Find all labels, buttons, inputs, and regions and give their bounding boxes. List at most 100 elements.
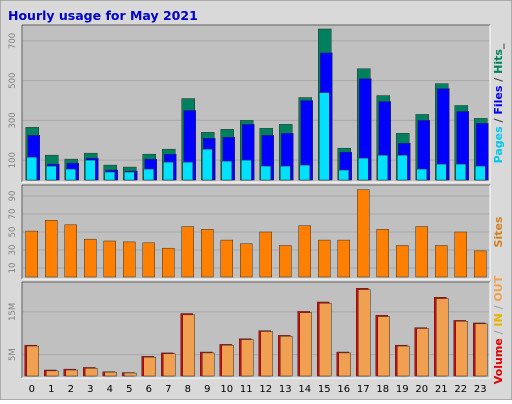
sites-bar xyxy=(298,225,311,278)
y-tick-label: 90 xyxy=(8,191,18,202)
pages-bar xyxy=(260,165,271,181)
pages-bar xyxy=(455,163,466,181)
x-tick-label: 19 xyxy=(396,384,409,395)
x-axis: 0 1 2 3 4 5 6 7 8 9 10 11 12 13 14 15 16 17 18 19 20 21 22 23 xyxy=(29,384,487,395)
out-bar xyxy=(475,323,488,377)
pages-bar xyxy=(338,169,349,181)
pages-bar xyxy=(436,163,447,181)
sites-bar xyxy=(454,231,467,278)
out-bar xyxy=(182,314,195,377)
sites-bar xyxy=(357,189,370,278)
series-axis-label-part: Files xyxy=(492,85,505,115)
chart-panel-1: 10 30 50 70 90 Sites xyxy=(8,184,505,280)
pages-bar xyxy=(397,154,408,181)
out-bar xyxy=(358,289,371,377)
sites-bar xyxy=(84,238,97,278)
chart-title: Hourly usage for May 2021 xyxy=(8,8,198,23)
pages-bar xyxy=(241,159,252,181)
x-tick-label: 12 xyxy=(259,384,272,395)
x-tick-label: 23 xyxy=(474,384,487,395)
sites-bar xyxy=(25,230,38,278)
sites-bar xyxy=(337,239,350,278)
sites-bar xyxy=(181,226,194,278)
sites-bar xyxy=(123,241,136,278)
y-tick-label: 50 xyxy=(8,227,18,238)
sites-bar xyxy=(142,242,155,278)
x-tick-label: 21 xyxy=(435,384,448,395)
series-axis-label-part: Sites xyxy=(492,216,505,247)
series-axis-label: Pages / Files / Hits_ xyxy=(492,43,505,163)
pages-bar xyxy=(182,161,193,181)
sites-bar xyxy=(279,245,292,278)
out-bar xyxy=(221,344,234,377)
x-tick-label: 3 xyxy=(87,384,93,395)
x-tick-label: 18 xyxy=(376,384,389,395)
pages-bar xyxy=(143,168,154,181)
chart-panel-0: 100 300 500 700 Pages / Files / Hits_ xyxy=(8,24,505,183)
y-tick-label: 500 xyxy=(8,73,18,89)
pages-bar xyxy=(65,168,76,181)
x-tick-label: 20 xyxy=(415,384,428,395)
out-bar xyxy=(436,298,449,377)
x-tick-label: 15 xyxy=(318,384,331,395)
pages-bar xyxy=(104,171,115,181)
x-tick-label: 8 xyxy=(185,384,191,395)
out-bar xyxy=(85,368,98,377)
out-bar xyxy=(163,353,176,377)
series-axis-label-part: Volume xyxy=(492,338,505,384)
series-axis-label: Sites xyxy=(492,216,505,247)
series-axis-label-part: / xyxy=(492,115,505,127)
out-bar xyxy=(299,312,312,377)
out-bar xyxy=(65,369,78,377)
out-bar xyxy=(377,316,390,377)
pages-bar xyxy=(163,161,174,181)
pages-bar xyxy=(475,165,486,181)
series-axis-label: Volume / IN / OUT xyxy=(492,275,505,384)
pages-bar xyxy=(221,160,232,181)
plot-area xyxy=(22,282,490,378)
x-tick-label: 9 xyxy=(204,384,210,395)
y-tick-label: 30 xyxy=(8,245,18,256)
out-bar xyxy=(124,372,137,377)
x-tick-label: 7 xyxy=(165,384,171,395)
x-tick-label: 10 xyxy=(220,384,233,395)
x-tick-label: 4 xyxy=(107,384,113,395)
out-bar xyxy=(241,339,254,377)
sites-bar xyxy=(45,220,58,278)
y-tick-label: 5M xyxy=(8,348,18,361)
plot-area xyxy=(22,25,490,182)
x-tick-label: 11 xyxy=(240,384,253,395)
pages-bar xyxy=(416,168,427,181)
chart-panel-2: 5M 15M Volume / IN / OUT xyxy=(8,275,505,384)
sites-bar xyxy=(103,240,116,278)
sites-bar xyxy=(259,231,272,278)
series-axis-label-part: / xyxy=(492,302,505,314)
sites-bar xyxy=(435,245,448,278)
x-tick-label: 0 xyxy=(29,384,35,395)
pages-bar xyxy=(202,148,213,181)
sites-bar xyxy=(415,226,428,278)
y-tick-label: 300 xyxy=(8,112,18,128)
pages-bar xyxy=(124,171,135,181)
series-axis-label-part: IN xyxy=(492,313,505,326)
series-axis-label-part: / xyxy=(492,327,505,339)
out-bar xyxy=(104,371,117,377)
sites-bar xyxy=(64,224,77,278)
pages-bar xyxy=(377,154,388,181)
sites-bar xyxy=(318,239,331,278)
pages-bar xyxy=(280,165,291,181)
out-bar xyxy=(338,352,351,377)
out-bar xyxy=(455,320,468,377)
y-tick-label: 10 xyxy=(8,263,18,274)
out-bar xyxy=(260,331,273,377)
x-tick-label: 6 xyxy=(146,384,152,395)
out-bar xyxy=(280,335,293,377)
pages-bar xyxy=(299,164,310,181)
x-tick-label: 14 xyxy=(298,384,311,395)
sites-bar xyxy=(162,247,175,278)
sites-bar xyxy=(474,250,487,278)
series-axis-label-part: / xyxy=(492,74,505,86)
sites-bar xyxy=(396,245,409,278)
